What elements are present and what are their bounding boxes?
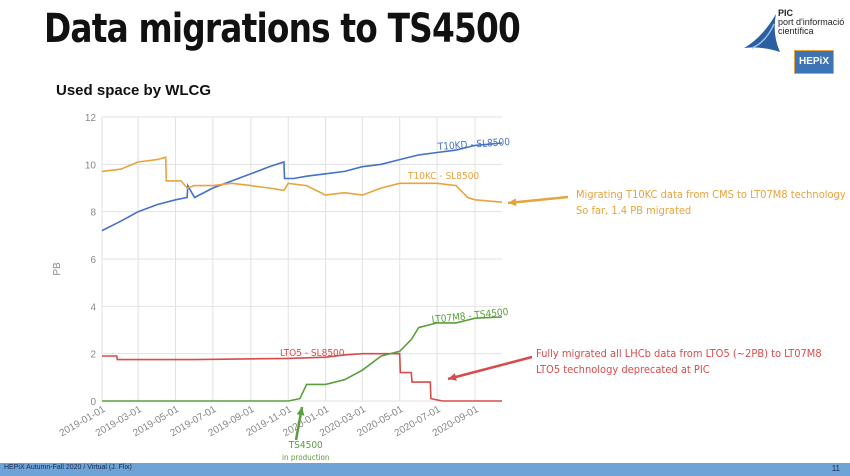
red-arrow xyxy=(447,355,533,381)
y-tick-label: 4 xyxy=(90,302,96,313)
footer-bar xyxy=(0,463,850,476)
pic-logo-line2: port d'informació xyxy=(778,17,845,27)
series-line xyxy=(102,352,502,402)
footer-text: HEPiX Autumn-Fall 2020 / Virtual (J. Fli… xyxy=(4,464,132,471)
series-line xyxy=(101,142,503,232)
pic-logo-line1: PIC xyxy=(778,8,794,18)
orange-arrow xyxy=(507,195,569,205)
red-annotation: Fully migrated all LHCb data from LTO5 (… xyxy=(536,346,822,378)
y-tick-label: 0 xyxy=(90,397,96,408)
orange-annotation: Migrating T10KC data from CMS to LT07M8 … xyxy=(576,187,846,219)
hepix-logo: HEPiX xyxy=(794,50,834,74)
y-tick-label: 12 xyxy=(85,113,97,124)
series-line xyxy=(102,316,503,402)
series-label: LT07M8 - TS4500 xyxy=(431,307,509,326)
pic-logo-icon xyxy=(744,14,780,52)
green-arrow-head xyxy=(296,407,305,416)
y-axis-label: PB xyxy=(52,262,63,276)
orange-annotation-line2: So far, 1.4 PB migrated xyxy=(576,204,692,217)
orange-annotation-line1: Migrating T10KC data from CMS to LT07M8 … xyxy=(576,188,846,201)
y-tick-label: 6 xyxy=(90,255,96,266)
y-tick-label: 8 xyxy=(90,208,96,219)
slide-title: Data migrations to TS4500 xyxy=(44,6,521,52)
green-annotation-line1: TS4500 xyxy=(288,440,323,451)
red-arrow-head xyxy=(448,373,457,381)
chart-subtitle: Used space by WLCG xyxy=(56,82,212,99)
pic-logo-line3: científica xyxy=(778,26,814,36)
page-number: 11 xyxy=(831,464,840,473)
series-line xyxy=(101,156,503,203)
series-label: LTO5 - SL8500 xyxy=(280,348,345,359)
green-annotation-line2: in production xyxy=(282,453,330,462)
orange-arrow-head xyxy=(508,198,517,207)
pic-logo-text: PIC port d'informació científica xyxy=(778,9,844,36)
series-label: T10KD - SL8500 xyxy=(436,137,510,153)
red-annotation-line2: LTO5 technology deprecated at PIC xyxy=(536,363,710,376)
red-annotation-line1: Fully migrated all LHCb data from LTO5 (… xyxy=(536,347,822,360)
y-tick-label: 10 xyxy=(85,160,97,171)
y-tick-label: 2 xyxy=(90,350,96,361)
green-annotation: TS4500 in production xyxy=(282,440,329,464)
series-label: T10KC - SL8500 xyxy=(407,171,479,182)
